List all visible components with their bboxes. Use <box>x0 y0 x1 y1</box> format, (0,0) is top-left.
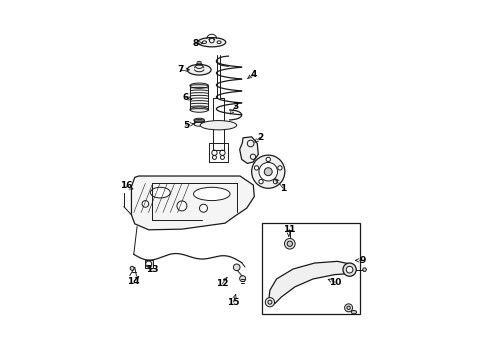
Polygon shape <box>240 137 258 163</box>
Text: 7: 7 <box>177 65 183 74</box>
Circle shape <box>252 155 285 188</box>
Ellipse shape <box>150 187 171 198</box>
Text: 14: 14 <box>127 277 140 286</box>
Circle shape <box>130 266 134 270</box>
Ellipse shape <box>194 122 204 126</box>
Ellipse shape <box>198 37 226 47</box>
Circle shape <box>259 180 263 184</box>
Text: 4: 4 <box>250 70 256 79</box>
Ellipse shape <box>202 41 206 44</box>
Polygon shape <box>268 261 353 306</box>
Ellipse shape <box>200 121 237 130</box>
Ellipse shape <box>190 83 208 88</box>
Ellipse shape <box>351 310 357 314</box>
Text: 3: 3 <box>233 102 239 111</box>
Text: 10: 10 <box>329 278 342 287</box>
Circle shape <box>259 162 277 181</box>
Polygon shape <box>131 176 254 230</box>
Text: 5: 5 <box>183 121 189 130</box>
Ellipse shape <box>217 41 221 44</box>
Bar <box>262 223 360 315</box>
Ellipse shape <box>194 187 230 201</box>
Circle shape <box>266 157 270 162</box>
Text: 13: 13 <box>146 265 158 274</box>
Circle shape <box>346 266 353 273</box>
Polygon shape <box>363 268 367 271</box>
Circle shape <box>142 201 148 207</box>
Circle shape <box>254 166 259 170</box>
Circle shape <box>146 261 152 267</box>
Text: 1: 1 <box>280 184 286 193</box>
Text: 2: 2 <box>257 133 263 142</box>
Circle shape <box>278 166 282 170</box>
Text: 6: 6 <box>183 93 189 102</box>
Text: 11: 11 <box>283 225 295 234</box>
Circle shape <box>264 168 272 176</box>
Circle shape <box>233 264 240 271</box>
Text: 15: 15 <box>227 298 240 307</box>
Circle shape <box>240 276 245 282</box>
Circle shape <box>287 241 293 246</box>
Circle shape <box>343 263 356 276</box>
Circle shape <box>285 238 295 249</box>
Circle shape <box>177 201 187 211</box>
Circle shape <box>344 304 353 312</box>
Text: 8: 8 <box>192 39 198 48</box>
Ellipse shape <box>187 64 211 75</box>
Text: 12: 12 <box>216 279 229 288</box>
Ellipse shape <box>190 107 208 112</box>
Circle shape <box>199 204 207 212</box>
Polygon shape <box>145 260 153 268</box>
Text: 16: 16 <box>120 181 132 190</box>
Text: 9: 9 <box>360 256 366 265</box>
Ellipse shape <box>194 118 204 122</box>
Circle shape <box>273 180 278 184</box>
Circle shape <box>265 298 274 307</box>
